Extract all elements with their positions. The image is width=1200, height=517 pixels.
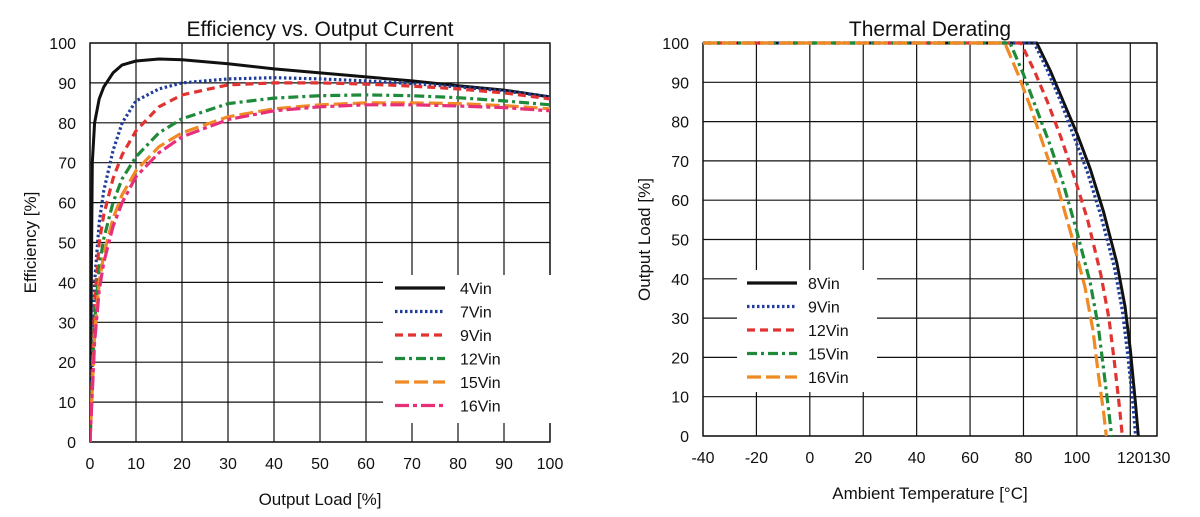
efficiency-chart: Efficiency vs. Output Current Output Loa…	[21, 18, 563, 509]
legend-label: 12Vin	[808, 323, 849, 340]
x-axis-label: Output Load [%]	[259, 490, 382, 509]
legend-label: 9Vin	[808, 300, 840, 317]
y-tick-label: 90	[671, 75, 689, 92]
series-line-8vin	[703, 41, 1140, 437]
x-tick-label: 130	[1144, 450, 1171, 467]
y-tick-label: 80	[671, 115, 689, 132]
y-tick-label: 20	[58, 355, 76, 372]
series-line-15vin	[90, 101, 550, 443]
legend-label: 9Vin	[460, 328, 492, 345]
legend-label: 15Vin	[460, 375, 501, 392]
y-tick-label: 90	[58, 76, 76, 93]
x-tick-label: 40	[265, 456, 283, 473]
legend-label: 7Vin	[460, 305, 492, 322]
y-tick-label: 50	[58, 236, 76, 253]
y-tick-label: 10	[671, 390, 689, 407]
series-line-12vin	[703, 41, 1124, 437]
y-tick-label: 10	[58, 395, 76, 412]
series-line-7vin	[90, 76, 550, 443]
series-line-9vin	[90, 81, 550, 443]
legend: 4Vin 7Vin 9Vin 12Vin 15Vin 16Vin	[383, 275, 563, 423]
legend-label: 15Vin	[808, 347, 849, 364]
x-tick-label: 20	[854, 450, 872, 467]
legend-label: 16Vin	[808, 370, 849, 387]
y-tick-label: 0	[680, 429, 689, 446]
y-tick-label: 30	[671, 311, 689, 328]
legend-background	[737, 270, 877, 392]
x-axis-label: Ambient Temperature [°C]	[832, 484, 1027, 503]
legend: 8Vin 9Vin 12Vin 15Vin 16Vin	[737, 270, 877, 392]
x-tick-label: 40	[908, 450, 926, 467]
y-tick-label: 100	[662, 36, 689, 53]
y-tick-label: 0	[67, 435, 76, 452]
y-tick-label: 80	[58, 116, 76, 133]
series-line-12vin	[90, 93, 550, 443]
series-line-16vin	[90, 103, 550, 443]
x-tick-label: 100	[537, 456, 564, 473]
y-axis-label: Output Load [%]	[635, 178, 654, 301]
x-tick-label: 70	[403, 456, 421, 473]
legend-label: 12Vin	[460, 352, 501, 369]
x-tick-label: 80	[449, 456, 467, 473]
y-tick-label: 40	[58, 275, 76, 292]
x-tick-label: 20	[173, 456, 191, 473]
chart-title: Thermal Derating	[849, 18, 1011, 41]
x-tick-label: 100	[1064, 450, 1091, 467]
series-line-4vin	[90, 57, 550, 443]
x-tick-label: -20	[745, 450, 768, 467]
x-tick-label: 90	[495, 456, 513, 473]
x-tick-label: 80	[1015, 450, 1033, 467]
plot-frame	[89, 42, 551, 443]
thermal-derating-chart: Thermal Derating Ambient Temperature [°C…	[635, 18, 1170, 503]
y-tick-label: 60	[58, 196, 76, 213]
x-tick-label: 120	[1117, 450, 1144, 467]
x-tick-label: 50	[311, 456, 329, 473]
series-group	[703, 41, 1140, 437]
y-tick-label: 20	[671, 350, 689, 367]
legend-label: 8Vin	[808, 276, 840, 293]
chart-title: Efficiency vs. Output Current	[187, 18, 454, 41]
legend-label: 4Vin	[460, 281, 492, 298]
series-line-9vin	[703, 41, 1138, 437]
y-tick-label: 100	[49, 36, 76, 53]
series-group	[90, 57, 550, 443]
y-tick-label: 70	[671, 154, 689, 171]
x-tick-label: -40	[691, 450, 714, 467]
y-axis-label: Efficiency [%]	[21, 192, 40, 294]
series-line-16vin	[703, 41, 1108, 437]
series-line-15vin	[703, 41, 1114, 437]
x-tick-label: 30	[219, 456, 237, 473]
legend-label: 16Vin	[460, 399, 501, 416]
legend-background	[383, 275, 563, 423]
x-tick-label: 0	[86, 456, 95, 473]
y-tick-label: 40	[671, 272, 689, 289]
x-tick-label: 0	[805, 450, 814, 467]
x-tick-label: 60	[357, 456, 375, 473]
y-tick-label: 70	[58, 156, 76, 173]
x-tick-label: 10	[127, 456, 145, 473]
y-tick-label: 60	[671, 193, 689, 210]
y-tick-label: 30	[58, 315, 76, 332]
y-tick-label: 50	[671, 233, 689, 250]
x-tick-label: 60	[961, 450, 979, 467]
